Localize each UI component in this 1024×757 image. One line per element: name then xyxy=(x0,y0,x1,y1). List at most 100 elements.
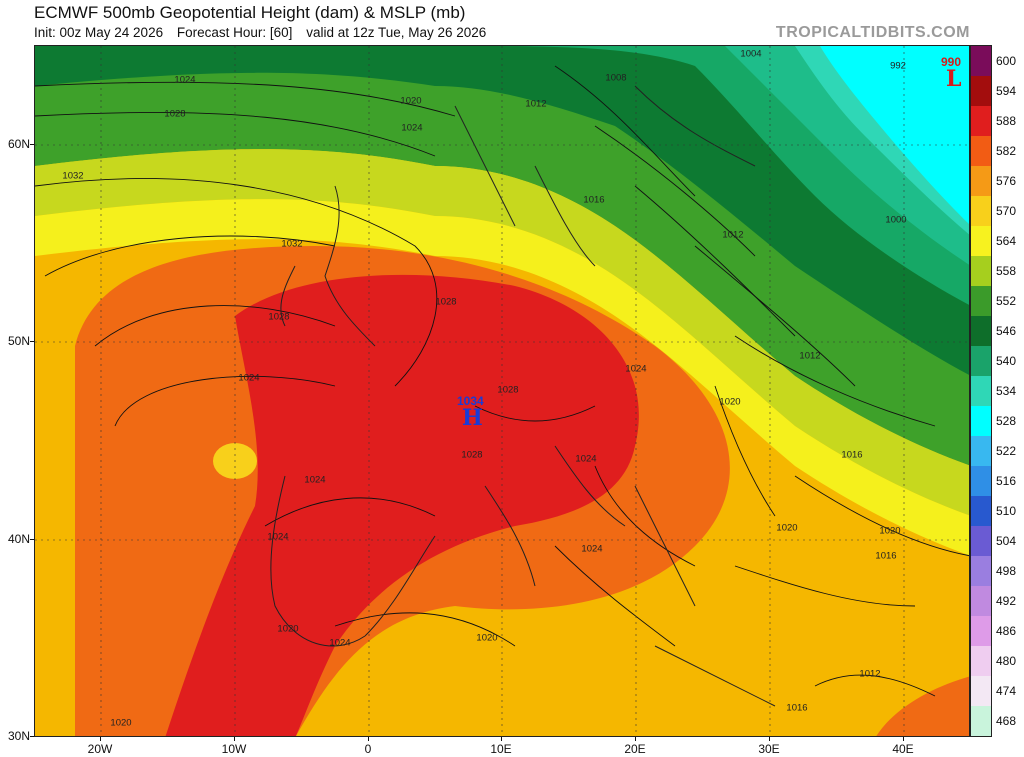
isobar-label: 1020 xyxy=(110,717,132,729)
colorbar-segment xyxy=(971,676,991,706)
isobar-label: 1016 xyxy=(875,550,897,562)
init-time: Init: 00z May 24 2026 xyxy=(34,25,164,40)
colorbar-label: 480 xyxy=(996,654,1017,668)
lat-label-30n: 30N xyxy=(7,729,30,743)
isobar-label: 1016 xyxy=(841,449,863,461)
colorbar-label: 600 xyxy=(996,54,1017,68)
colorbar-label: 576 xyxy=(996,174,1017,188)
coastlines xyxy=(270,85,776,707)
colorbar-label: 540 xyxy=(996,354,1017,368)
colorbar-label: 486 xyxy=(996,624,1017,638)
colorbar-segment xyxy=(971,646,991,676)
isobar-label: 1008 xyxy=(605,72,627,84)
forecast-info: Init: 00z May 24 2026 Forecast Hour: [60… xyxy=(34,25,496,40)
colorbar-segment xyxy=(971,76,991,106)
colorbar-segment xyxy=(971,496,991,526)
lon-tick xyxy=(903,737,904,741)
band-588-se xyxy=(876,676,969,736)
low-pressure-value: 990 xyxy=(941,55,962,69)
isobar-label: 1024 xyxy=(625,363,647,375)
band-564 xyxy=(35,149,969,516)
low-pressure-marker: L xyxy=(946,66,962,92)
lon-tick xyxy=(769,737,770,741)
isobar-label: 1024 xyxy=(575,453,597,465)
lon-tick xyxy=(234,737,235,741)
colorbar-segment xyxy=(971,466,991,496)
isobar-label: 992 xyxy=(890,60,906,72)
band-528 xyxy=(805,46,969,225)
colorbar-segment xyxy=(971,556,991,586)
isobar-label: 1024 xyxy=(267,531,289,543)
band-552 xyxy=(35,46,969,375)
isobar-label: 1024 xyxy=(238,372,260,384)
isobar-label: 1020 xyxy=(879,525,901,537)
isobar-label: 1024 xyxy=(581,543,603,555)
colorbar-segment xyxy=(971,226,991,256)
colorbar-segment xyxy=(971,106,991,136)
lon-label-10w: 10W xyxy=(221,742,247,756)
lon-tick xyxy=(100,737,101,741)
colorbar-segment xyxy=(971,406,991,436)
isobar-label: 1028 xyxy=(164,108,186,120)
colorbar-label: 522 xyxy=(996,444,1017,458)
lat-tick xyxy=(30,341,34,342)
lat-label-60n: 60N xyxy=(7,137,30,151)
colorbar-segment xyxy=(971,46,991,76)
colorbar-label: 588 xyxy=(996,114,1017,128)
colorbar-label: 564 xyxy=(996,234,1017,248)
isobar-label: 1024 xyxy=(401,122,423,134)
isobar-label: 1024 xyxy=(174,74,196,86)
isobar-label: 1000 xyxy=(885,214,907,226)
chart-title: ECMWF 500mb Geopotential Height (dam) & … xyxy=(34,3,466,22)
isobar-label: 1032 xyxy=(281,238,303,250)
valid-time: valid at 12z Tue, May 26 2026 xyxy=(306,25,487,40)
lon-tick xyxy=(635,737,636,741)
colorbar-label: 594 xyxy=(996,84,1017,98)
colorbar-segment xyxy=(971,346,991,376)
colorbar-label: 516 xyxy=(996,474,1017,488)
colorbar-segment xyxy=(971,256,991,286)
high-pressure-marker: H xyxy=(462,405,483,431)
isobars xyxy=(35,65,969,697)
colorbar-segment xyxy=(971,586,991,616)
band-570 xyxy=(35,199,969,556)
colorbar-label: 492 xyxy=(996,594,1017,608)
colorbar-segment xyxy=(971,376,991,406)
colorbar-label: 570 xyxy=(996,204,1017,218)
colorbar-label: 528 xyxy=(996,414,1017,428)
colorbar-label: 546 xyxy=(996,324,1017,338)
lon-label-30e: 30E xyxy=(758,742,780,756)
colorbar-segment xyxy=(971,316,991,346)
isobar-label: 1012 xyxy=(722,229,744,241)
colorbar-segment xyxy=(971,616,991,646)
isobar-label: 1012 xyxy=(859,668,881,680)
isobar-label: 1020 xyxy=(476,632,498,644)
lon-label-0: 0 xyxy=(364,742,372,756)
colorbar-label: 498 xyxy=(996,564,1017,578)
colorbar-segment xyxy=(971,436,991,466)
colorbar-label: 582 xyxy=(996,144,1017,158)
colorbar-segment xyxy=(971,526,991,556)
lat-tick xyxy=(30,539,34,540)
isobar-label: 1016 xyxy=(583,194,605,206)
isobar-label: 1024 xyxy=(329,637,351,649)
colorbar-label: 474 xyxy=(996,684,1017,698)
lon-label-40e: 40E xyxy=(892,742,914,756)
isobar-label: 1024 xyxy=(304,474,326,486)
colorbar-label: 504 xyxy=(996,534,1017,548)
colorbar-label: 534 xyxy=(996,384,1017,398)
isobar-label: 1028 xyxy=(268,311,290,323)
lon-label-20e: 20E xyxy=(624,742,646,756)
colorbar-segment xyxy=(971,136,991,166)
colorbar-segment xyxy=(971,196,991,226)
graticule xyxy=(35,46,969,736)
lon-label-10e: 10E xyxy=(490,742,512,756)
lon-tick xyxy=(501,737,502,741)
isobar-label: 1032 xyxy=(62,170,84,182)
isobar-label: 1020 xyxy=(277,623,299,635)
colorbar-segment xyxy=(971,706,991,736)
colorbar-label: 510 xyxy=(996,504,1017,518)
isobar-label: 1028 xyxy=(461,449,483,461)
colorbar xyxy=(970,45,992,737)
map-canvas xyxy=(35,46,969,736)
